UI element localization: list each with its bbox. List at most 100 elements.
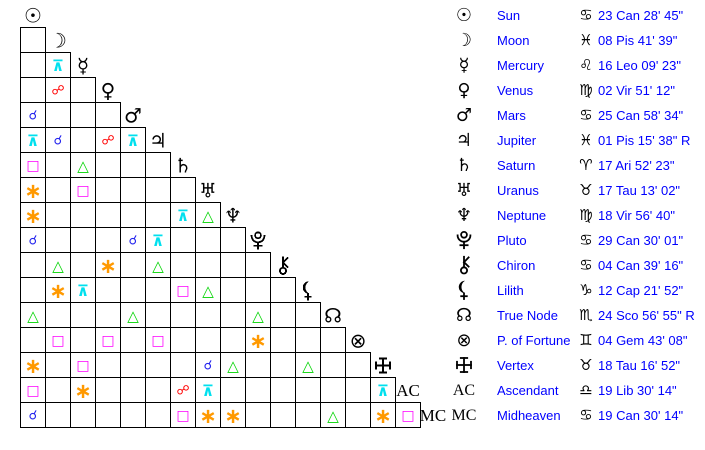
aspect-cell <box>95 402 121 428</box>
trine-icon: △ <box>77 157 89 175</box>
jupiter-icon: ♃ <box>455 130 473 151</box>
opposition-icon: ☍ <box>51 84 64 99</box>
mars-glyph-icon: ♂ <box>124 104 142 128</box>
planet-name: Moon <box>497 33 530 48</box>
true-node-icon: ☊ <box>456 305 472 326</box>
trine-icon: △ <box>27 307 39 325</box>
aspect-cell <box>145 402 171 428</box>
planet-position: 08 Pis 41' 39" <box>598 33 678 48</box>
aspect-cell <box>120 352 146 378</box>
square-icon: □ <box>51 333 64 349</box>
lilith-icon <box>450 278 478 303</box>
position-row-uranus: ♅ Uranus ♉ 17 Tau 13' 02" <box>0 178 705 203</box>
aspect-cell <box>220 302 246 328</box>
midheaven-icon: MC <box>451 407 477 424</box>
aspect-cell <box>95 327 121 353</box>
ascendant-glyph-icon: AC <box>396 381 420 400</box>
aspect-cell <box>70 152 96 178</box>
planet-name: Uranus <box>497 183 539 198</box>
aspect-cell <box>220 277 246 303</box>
aspect-cell <box>95 277 121 303</box>
aspect-cell <box>145 327 171 353</box>
aspect-cell <box>70 352 96 378</box>
sextile-icon: ∗ <box>249 329 267 353</box>
aspect-cell <box>145 377 171 403</box>
aspect-cell <box>245 302 271 328</box>
planet-name: Ascendant <box>497 383 559 398</box>
planet-position: 18 Tau 16' 52" <box>598 358 681 373</box>
position-row-midheaven: MC Midheaven ♋ 19 Can 30' 14" <box>0 403 705 428</box>
aspect-cell <box>295 302 321 328</box>
planet-name: Mercury <box>497 58 544 73</box>
taurus-sign-icon: ♉ <box>579 181 593 199</box>
quincunx-icon: ⊼ <box>177 207 189 225</box>
planet-name: Mars <box>497 108 526 123</box>
planet-name: Midheaven <box>497 408 561 423</box>
quincunx-icon: ⊼ <box>27 132 39 150</box>
planet-position: 02 Vir 51' 12" <box>598 83 675 98</box>
sextile-icon: ∗ <box>24 179 42 203</box>
trine-icon: △ <box>127 307 139 325</box>
trine-icon: △ <box>152 257 164 275</box>
planet-name: Jupiter <box>497 133 537 148</box>
pisces-sign-icon: ♓ <box>579 131 593 149</box>
sextile-icon: ∗ <box>374 404 392 428</box>
mercury-icon: ☿ <box>458 55 470 76</box>
sun-glyph-icon: ☉ <box>24 4 42 28</box>
planet-position: 16 Leo 09' 23" <box>598 58 682 73</box>
conjunction-icon: ☌ <box>29 409 38 424</box>
quincunx-icon: ⊼ <box>152 232 164 250</box>
quincunx-icon: ⊼ <box>127 132 139 150</box>
virgo-sign-icon: ♍ <box>579 206 593 224</box>
aspect-cell <box>20 252 46 278</box>
planet-position: 23 Can 28' 45" <box>598 8 684 23</box>
scorpio-sign-icon: ♏ <box>579 306 593 324</box>
aspect-cell <box>145 252 171 278</box>
aspect-cell <box>120 402 146 428</box>
planet-name: True Node <box>497 308 558 323</box>
planet-name: Saturn <box>497 158 536 173</box>
planet-name: Lilith <box>497 283 524 298</box>
aspect-cell <box>45 277 71 303</box>
aspect-cell <box>170 177 196 203</box>
aspect-cell <box>195 327 221 353</box>
aspect-cell <box>220 327 246 353</box>
aspect-cell <box>245 402 271 428</box>
square-icon: □ <box>26 383 39 399</box>
taurus-sign-icon: ♉ <box>579 356 593 374</box>
aspect-cell <box>370 377 396 403</box>
position-row-lilith: Lilith ♑ 12 Cap 21' 52" <box>0 278 705 303</box>
cancer-sign-icon: ♋ <box>579 106 593 124</box>
opposition-icon: ☍ <box>101 134 114 149</box>
aspect-cell <box>370 402 396 428</box>
planet-name: Neptune <box>497 208 547 223</box>
planet-name: Sun <box>497 8 521 23</box>
aspect-cell <box>20 302 46 328</box>
aspect-cell <box>345 402 371 428</box>
p-of-fortune-glyph-icon: ⊗ <box>350 329 367 353</box>
uranus-icon: ♅ <box>455 180 473 201</box>
aspect-cell <box>345 352 371 378</box>
planet-position: 04 Can 39' 16" <box>598 258 684 273</box>
aspect-cell <box>320 327 346 353</box>
planet-position: 29 Can 30' 01" <box>598 233 684 248</box>
planet-name: Venus <box>497 83 534 98</box>
moon-icon: ☽ <box>455 30 473 51</box>
position-row-ascendant: AC Ascendant ♎ 19 Lib 30' 14" <box>0 378 705 403</box>
aspect-cell <box>320 377 346 403</box>
trine-icon: △ <box>302 357 314 375</box>
aspect-cell <box>20 377 46 403</box>
planet-name: Vertex <box>497 358 534 373</box>
square-icon: □ <box>76 183 89 199</box>
sextile-icon: ∗ <box>74 379 92 403</box>
aspect-cell <box>195 402 221 428</box>
position-row-neptune: ♆ Neptune ♍ 18 Vir 56' 40" <box>0 203 705 228</box>
aspect-cell <box>95 152 121 178</box>
aspect-cell <box>20 402 46 428</box>
planet-name: Chiron <box>497 258 536 273</box>
venus-icon: ♀ <box>457 80 471 101</box>
conjunction-icon: ☌ <box>129 234 138 249</box>
jupiter-glyph-icon: ♃ <box>149 129 167 153</box>
aspect-cell <box>220 252 246 278</box>
saturn-glyph-icon: ♄ <box>174 154 192 178</box>
